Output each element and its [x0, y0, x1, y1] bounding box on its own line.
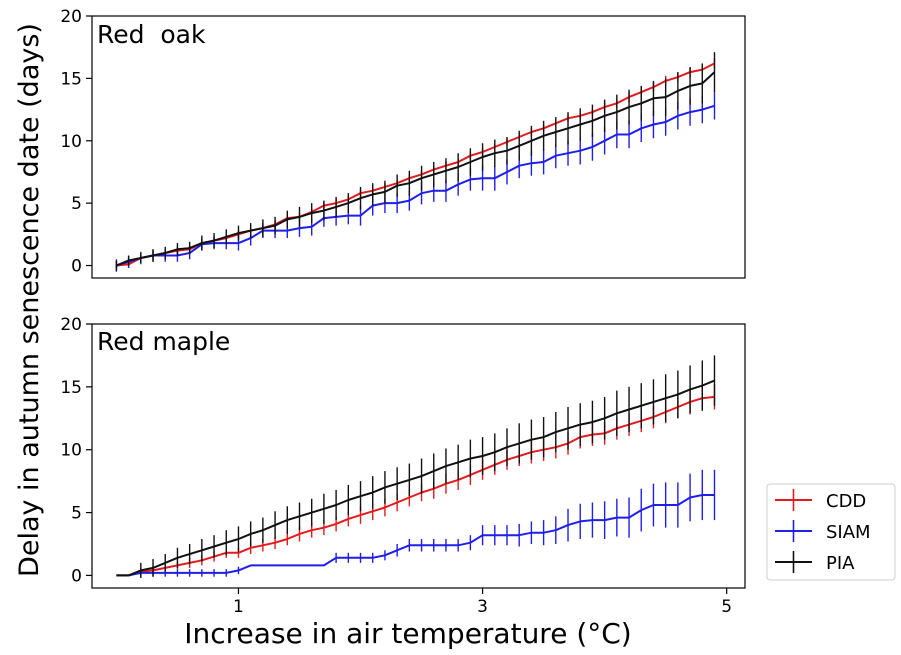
series-line-cdd	[116, 62, 715, 267]
error-bars-cdd	[115, 58, 716, 270]
legend: CDD SIAM PIA	[766, 483, 896, 581]
legend-frame	[766, 483, 896, 581]
y-tick-label: 15	[60, 378, 82, 398]
y-tick-label: 5	[71, 194, 82, 214]
error-bars-pia	[115, 52, 716, 271]
series-layer	[115, 52, 716, 272]
y-tick-label: 15	[60, 69, 82, 89]
x-tick-label: 1	[233, 597, 244, 617]
error-bars-siam	[140, 469, 716, 577]
panel-title: Red oak	[97, 20, 206, 49]
legend-label: CDD	[826, 491, 866, 512]
y-axis-ticks: 0 5 10 15 20	[60, 315, 92, 586]
y-axis-label: Delay in autumn senescence date (days)	[14, 23, 45, 577]
x-axis-label: Increase in air temperature (°C)	[184, 617, 631, 650]
y-tick-label: 10	[60, 441, 82, 461]
series-layer	[116, 355, 716, 578]
panel-title: Red maple	[97, 327, 230, 356]
series-line-pia	[116, 71, 716, 267]
y-axis-ticks: 0 5 10 15 20	[60, 7, 92, 277]
y-tick-label: 10	[60, 132, 82, 152]
y-tick-label: 0	[71, 257, 82, 277]
y-tick-label: 20	[60, 315, 82, 335]
series-line-cdd	[116, 395, 715, 577]
series-line-pia	[116, 379, 715, 577]
y-tick-label: 0	[71, 566, 82, 586]
legend-item-pia: PIA	[775, 551, 855, 574]
legend-label: SIAM	[826, 522, 871, 543]
x-tick-label: 3	[477, 597, 488, 617]
panel-red-maple: Red maple 0 5 10 15 20 1 3 5	[60, 315, 746, 617]
series-line-siam	[116, 104, 715, 267]
legend-item-siam: SIAM	[775, 520, 871, 543]
legend-label: PIA	[826, 553, 855, 574]
y-tick-label: 20	[60, 7, 82, 27]
x-tick-label: 5	[721, 597, 732, 617]
panel-red-oak: Red oak 0 5 10 15 20	[60, 7, 746, 279]
legend-item-cdd: CDD	[775, 489, 866, 512]
panel-frame	[91, 323, 746, 589]
y-tick-label: 5	[71, 504, 82, 524]
panel-frame	[91, 15, 746, 279]
series-line-siam	[116, 494, 715, 577]
x-axis-ticks: 1 3 5	[233, 588, 732, 617]
